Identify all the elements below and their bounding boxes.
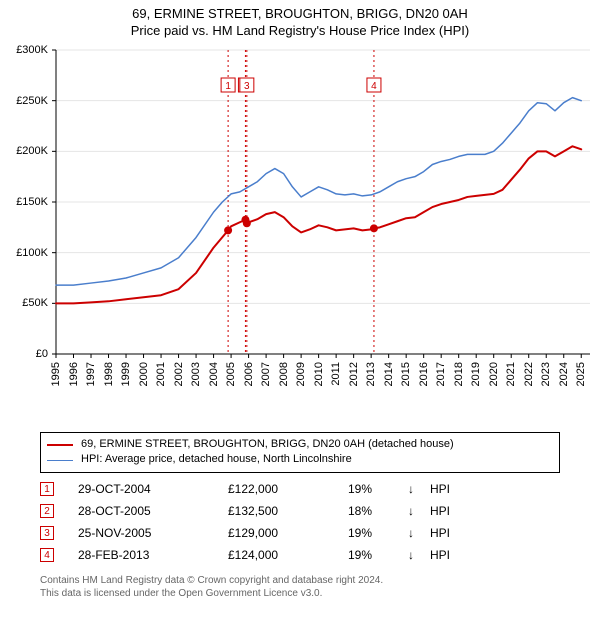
- sale-vs-label: HPI: [430, 504, 470, 518]
- sales-row: 1 29-OCT-2004£122,00019%↓HPI: [40, 478, 560, 500]
- sales-row: 4 28-FEB-2013£124,00019%↓HPI: [40, 544, 560, 566]
- x-tick-label: 2009: [295, 362, 307, 386]
- x-tick-label: 2006: [243, 362, 255, 386]
- footnote-line2: This data is licensed under the Open Gov…: [40, 587, 560, 600]
- y-tick-label: £100K: [2, 247, 48, 259]
- sale-marker: 1: [40, 482, 54, 496]
- y-tick-label: £0: [2, 348, 48, 360]
- x-tick-label: 2004: [208, 362, 220, 386]
- sale-pct: 19%: [348, 526, 408, 540]
- sales-row: 2 28-OCT-2005£132,50018%↓HPI: [40, 500, 560, 522]
- x-tick-label: 1999: [120, 362, 132, 386]
- sale-date: 25-NOV-2005: [78, 526, 228, 540]
- x-tick-label: 2007: [260, 362, 272, 386]
- svg-text:1: 1: [225, 81, 231, 92]
- x-tick-label: 2003: [190, 362, 202, 386]
- sales-row: 3 25-NOV-2005£129,00019%↓HPI: [40, 522, 560, 544]
- y-tick-label: £200K: [2, 145, 48, 157]
- x-tick-label: 2008: [278, 362, 290, 386]
- y-tick-label: £150K: [2, 196, 48, 208]
- x-tick-label: 2020: [488, 362, 500, 386]
- sale-price: £132,500: [228, 504, 348, 518]
- x-tick-label: 2017: [435, 362, 447, 386]
- x-tick-label: 2015: [400, 362, 412, 386]
- legend-item: HPI: Average price, detached house, Nort…: [47, 452, 553, 467]
- sale-arrow-icon: ↓: [408, 548, 430, 562]
- x-tick-label: 2001: [155, 362, 167, 386]
- x-tick-label: 2014: [383, 362, 395, 386]
- legend-label: HPI: Average price, detached house, Nort…: [81, 452, 352, 467]
- sale-marker: 3: [40, 526, 54, 540]
- y-tick-label: £300K: [2, 44, 48, 56]
- sale-price: £122,000: [228, 482, 348, 496]
- x-tick-label: 2023: [540, 362, 552, 386]
- x-tick-label: 1996: [68, 362, 80, 386]
- x-tick-label: 2016: [418, 362, 430, 386]
- y-tick-label: £50K: [2, 297, 48, 309]
- sale-date: 29-OCT-2004: [78, 482, 228, 496]
- x-tick-label: 2022: [523, 362, 535, 386]
- sale-arrow-icon: ↓: [408, 526, 430, 540]
- y-tick-label: £250K: [2, 95, 48, 107]
- legend: 69, ERMINE STREET, BROUGHTON, BRIGG, DN2…: [40, 432, 560, 473]
- sales-table: 129-OCT-2004£122,00019%↓HPI228-OCT-2005£…: [40, 478, 560, 566]
- x-tick-label: 1997: [85, 362, 97, 386]
- svg-text:4: 4: [371, 81, 377, 92]
- sale-date: 28-FEB-2013: [78, 548, 228, 562]
- sale-vs-label: HPI: [430, 482, 470, 496]
- x-tick-label: 2025: [575, 362, 587, 386]
- x-tick-label: 2005: [225, 362, 237, 386]
- x-tick-label: 2011: [330, 362, 342, 386]
- legend-label: 69, ERMINE STREET, BROUGHTON, BRIGG, DN2…: [81, 437, 454, 452]
- footnote: Contains HM Land Registry data © Crown c…: [40, 574, 560, 600]
- legend-swatch: [47, 460, 73, 461]
- title-address: 69, ERMINE STREET, BROUGHTON, BRIGG, DN2…: [0, 6, 600, 23]
- sale-price: £124,000: [228, 548, 348, 562]
- sale-vs-label: HPI: [430, 548, 470, 562]
- sale-marker: 2: [40, 504, 54, 518]
- sale-vs-label: HPI: [430, 526, 470, 540]
- footnote-line1: Contains HM Land Registry data © Crown c…: [40, 574, 560, 587]
- sale-pct: 19%: [348, 482, 408, 496]
- sale-pct: 19%: [348, 548, 408, 562]
- sale-date: 28-OCT-2005: [78, 504, 228, 518]
- x-tick-label: 2000: [138, 362, 150, 386]
- x-tick-label: 2021: [505, 362, 517, 386]
- sale-marker: 4: [40, 548, 54, 562]
- x-tick-label: 2024: [558, 362, 570, 386]
- sale-pct: 18%: [348, 504, 408, 518]
- sale-arrow-icon: ↓: [408, 504, 430, 518]
- title-subtitle: Price paid vs. HM Land Registry's House …: [0, 23, 600, 40]
- x-tick-label: 1998: [103, 362, 115, 386]
- sale-arrow-icon: ↓: [408, 482, 430, 496]
- x-tick-label: 2002: [173, 362, 185, 386]
- x-tick-label: 1995: [50, 362, 62, 386]
- sale-price: £129,000: [228, 526, 348, 540]
- x-tick-label: 2019: [470, 362, 482, 386]
- x-tick-label: 2013: [365, 362, 377, 386]
- legend-swatch: [47, 444, 73, 446]
- x-tick-label: 2012: [348, 362, 360, 386]
- legend-item: 69, ERMINE STREET, BROUGHTON, BRIGG, DN2…: [47, 437, 553, 452]
- x-tick-label: 2018: [453, 362, 465, 386]
- x-tick-label: 2010: [313, 362, 325, 386]
- svg-text:3: 3: [244, 81, 250, 92]
